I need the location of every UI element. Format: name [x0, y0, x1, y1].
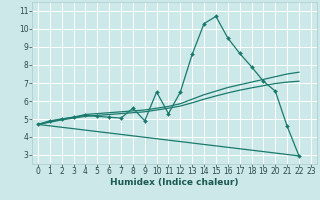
X-axis label: Humidex (Indice chaleur): Humidex (Indice chaleur) — [110, 178, 239, 187]
